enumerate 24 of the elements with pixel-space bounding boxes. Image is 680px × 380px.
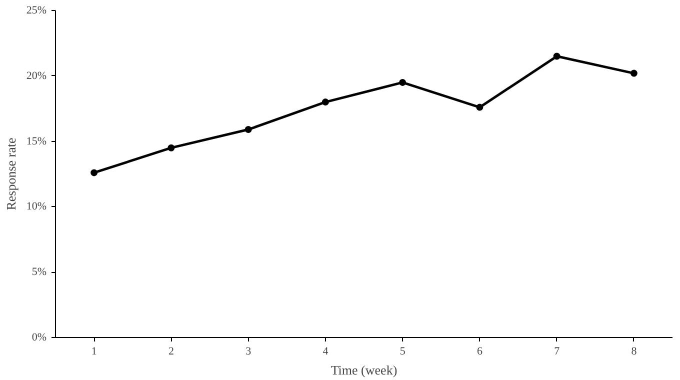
x-tick-label: 5 — [400, 346, 406, 358]
point — [90, 169, 98, 176]
point — [244, 126, 252, 134]
y-tick-label: 0% — [32, 332, 47, 344]
y-tick-label: 10% — [26, 200, 47, 213]
y-tick-label: 25% — [26, 4, 47, 16]
point — [399, 78, 406, 86]
x-tick-label: 6 — [476, 346, 483, 358]
point — [476, 104, 484, 111]
x-tick-label: 2 — [168, 346, 174, 358]
point — [168, 144, 175, 152]
y-tick-label: 20% — [26, 70, 47, 82]
point — [553, 52, 560, 60]
point — [322, 98, 329, 106]
y-tick-label: 15% — [26, 135, 47, 148]
x-tick-label: 3 — [246, 346, 252, 358]
y-axis-title: Response rate — [3, 137, 18, 210]
x-axis-title: Time (week) — [330, 362, 398, 378]
y-tick-label: 5% — [32, 266, 47, 278]
x-tick-label: 1 — [91, 346, 97, 358]
x-tick-label: 8 — [631, 346, 638, 358]
x-tick-label: 4 — [322, 346, 329, 358]
x-tick-label: 7 — [554, 346, 560, 358]
point — [630, 70, 638, 77]
